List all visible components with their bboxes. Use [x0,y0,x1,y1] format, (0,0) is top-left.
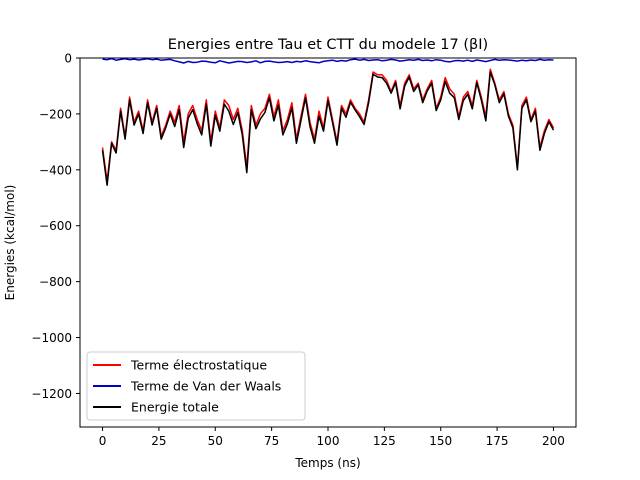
y-tick-label: −200 [39,107,72,121]
x-tick-label: 0 [99,434,107,448]
legend-label: Terme électrostatique [130,358,267,373]
series-line-0 [101,68,555,182]
x-tick-label: 75 [264,434,279,448]
y-tick-label: 0 [64,52,72,66]
series-layer [101,57,555,186]
y-tick-label: −1000 [31,331,72,345]
legend-box [86,351,306,421]
y-tick-label: −400 [39,163,72,177]
series-line-2 [101,71,555,186]
chart-title: Energies entre Tau et CTT du modele 17 (… [168,37,488,53]
y-tick-label: −1200 [31,387,72,401]
x-tick-label: 125 [373,434,396,448]
x-axis-label: Temps (ns) [294,456,360,470]
x-tick-label: 150 [429,434,452,448]
x-tick-label: 100 [317,434,340,448]
y-tick-label: −800 [39,275,72,289]
x-tick-label: 175 [486,434,509,448]
legend-label: Energie totale [131,400,219,415]
y-axis-ticks: 0 −200 −400 −600 −800 −1000 −1200 [31,52,80,401]
x-tick-label: 50 [208,434,223,448]
x-tick-label: 200 [542,434,565,448]
y-tick-label: −600 [39,219,72,233]
x-axis-ticks: 0 25 50 75 100 125 150 175 200 [99,427,565,448]
series-line-1 [102,57,554,64]
legend-label: Terme de Van der Waals [130,379,281,394]
x-tick-label: 25 [151,434,166,448]
legend: Terme électrostatique Terme de Van der Wa… [86,351,306,421]
y-axis-label: Energies (kcal/mol) [3,185,17,301]
